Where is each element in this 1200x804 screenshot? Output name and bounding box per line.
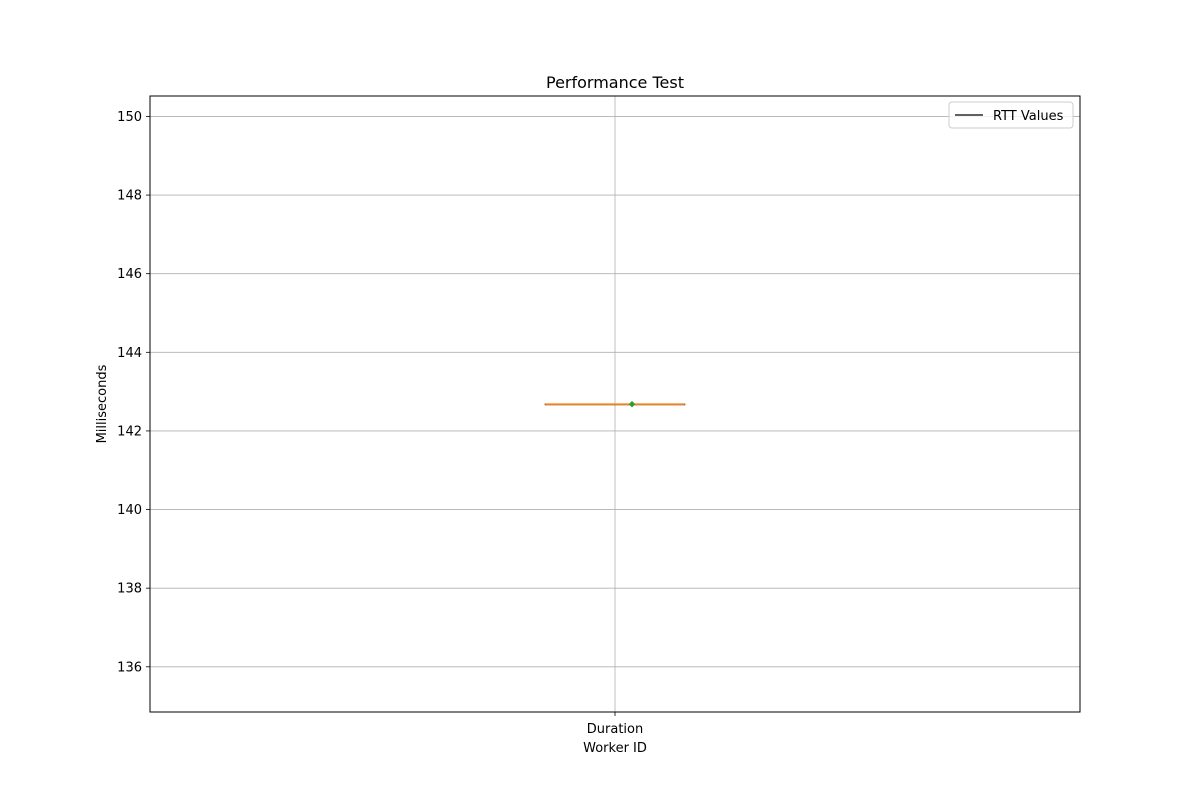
y-tick-label: 146 (117, 267, 142, 282)
y-tick-label: 140 (117, 503, 142, 518)
x-tick-label: Duration (587, 722, 643, 737)
y-tick-label: 142 (117, 424, 142, 439)
y-axis-label: Milliseconds (95, 364, 110, 443)
y-tick-label: 148 (117, 189, 142, 204)
y-tick-label: 136 (117, 660, 142, 675)
chart-title: Performance Test (546, 73, 684, 92)
y-tick-label: 144 (117, 346, 142, 361)
y-tick-label: 150 (117, 110, 142, 125)
legend-frame (948, 101, 1074, 129)
legend: RTT Values (948, 101, 1074, 129)
y-tick-label: 138 (117, 582, 142, 597)
x-axis-label: Worker ID (583, 741, 647, 756)
x-axis-ticks: Duration (587, 712, 643, 737)
mean-marker (628, 400, 636, 408)
legend-label: RTT Values (993, 109, 1064, 124)
y-axis-ticks: 136 138 140 142 144 146 148 150 (117, 110, 150, 675)
box-plot-series (544, 400, 686, 408)
